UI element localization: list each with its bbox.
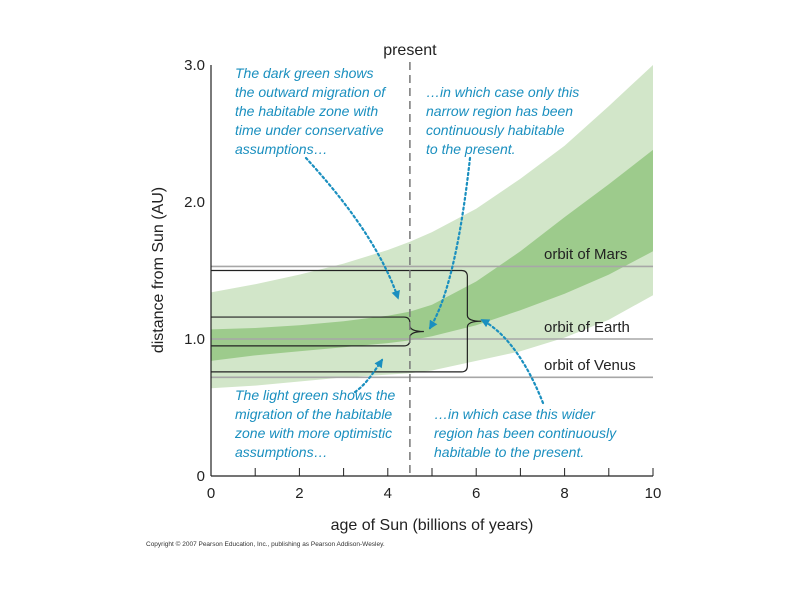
orbit-label-venus: orbit of Venus xyxy=(544,357,636,374)
annotation-conservative: The dark green shows the outward migrati… xyxy=(235,65,387,157)
arrow-to-narrow-region xyxy=(428,156,472,330)
x-tick-label: 4 xyxy=(384,485,392,502)
narrow-region-bracket xyxy=(211,316,424,347)
annotation-optimistic: The light green shows the migration of t… xyxy=(234,387,396,460)
orbit-label-earth: orbit of Earth xyxy=(544,319,630,336)
annotation-line: the outward migration of xyxy=(235,84,387,100)
annotation-line: to the present. xyxy=(426,141,516,157)
y-axis-title: distance from Sun (AU) xyxy=(150,187,167,353)
y-tick-label: 2.0 xyxy=(184,194,205,211)
arrow-to-wider-region xyxy=(480,318,545,405)
x-tick-label: 0 xyxy=(207,485,215,502)
annotation-line: the habitable zone with xyxy=(235,103,378,119)
x-tick-label: 6 xyxy=(472,485,480,502)
optimistic-zone-band xyxy=(211,65,653,389)
annotation-line: assumptions… xyxy=(235,141,328,157)
annotation-line: zone with more optimistic xyxy=(234,425,392,441)
annotation-line: region has been continuously xyxy=(434,425,617,441)
y-tick-label: 1.0 xyxy=(184,331,205,348)
annotation-line: habitable to the present. xyxy=(434,444,584,460)
annotation-line: …in which case only this xyxy=(426,84,579,100)
annotation-line: migration of the habitable xyxy=(235,406,392,422)
arrow-to-conservative-zone xyxy=(304,156,400,300)
annotation-narrow-region: …in which case only this narrow region h… xyxy=(426,84,579,157)
annotation-line: continuously habitable xyxy=(426,122,565,138)
annotation-line: …in which case this wider xyxy=(434,406,596,422)
y-tick-label: 0 xyxy=(197,468,205,485)
copyright-notice: Copyright © 2007 Pearson Education, Inc.… xyxy=(146,541,385,548)
annotation-line: narrow region has been xyxy=(426,103,573,119)
x-tick-label: 2 xyxy=(295,485,303,502)
arrow-to-optimistic-zone xyxy=(353,358,384,394)
x-tick-label: 10 xyxy=(645,485,662,502)
annotation-wider-region: …in which case this wider region has bee… xyxy=(434,406,617,460)
orbit-label-mars: orbit of Mars xyxy=(544,246,627,263)
x-tick-label: 8 xyxy=(560,485,568,502)
annotation-line: time under conservative xyxy=(235,122,384,138)
annotation-line: The light green shows the xyxy=(235,387,396,403)
y-tick-label: 3.0 xyxy=(184,57,205,74)
annotation-line: assumptions… xyxy=(235,444,328,460)
x-axis-title: age of Sun (billions of years) xyxy=(331,517,534,534)
annotation-line: The dark green shows xyxy=(235,65,374,81)
present-label: present xyxy=(383,42,437,59)
